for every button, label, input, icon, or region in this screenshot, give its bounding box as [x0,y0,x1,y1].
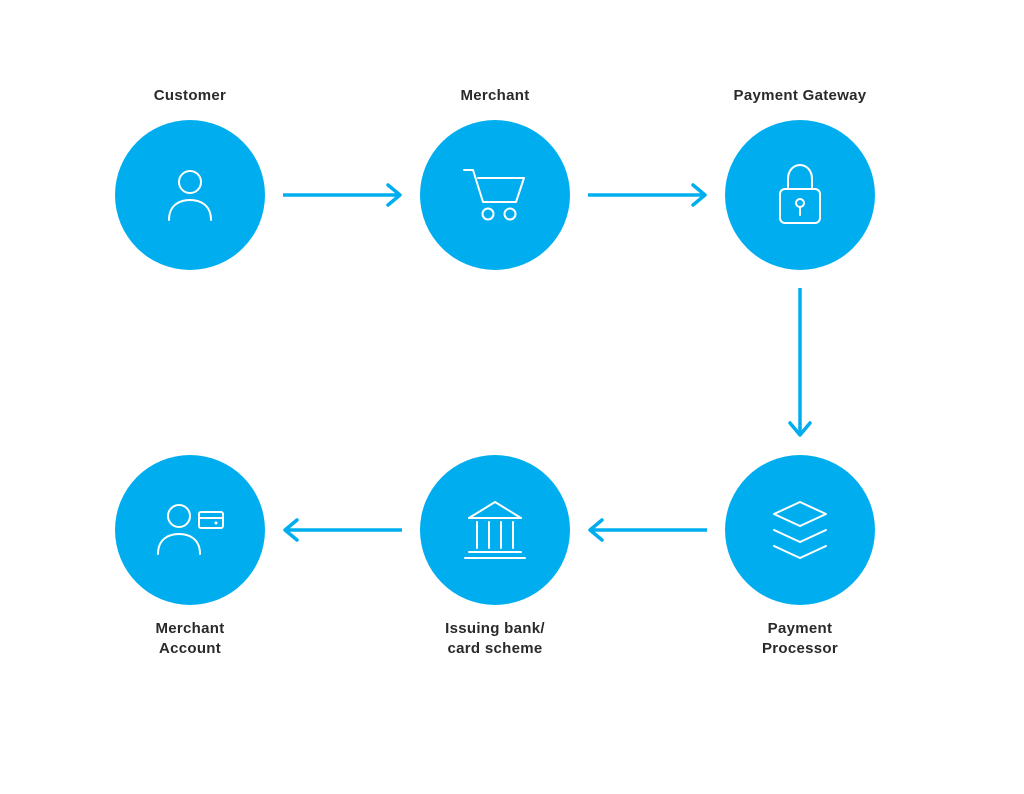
layers-icon [764,494,836,566]
arrow-customer-to-merchant [283,181,402,209]
node-label-gateway: Payment Gateway [734,86,867,106]
node-circle-account [115,455,265,605]
node-label-merchant: Merchant [460,86,529,106]
cart-icon [456,156,534,234]
node-account: Merchant Account [115,455,265,660]
node-circle-customer [115,120,265,270]
node-circle-bank [420,455,570,605]
arrow-gateway-to-processor [786,288,814,437]
node-gateway: Payment Gateway [725,86,875,270]
node-merchant: Merchant [420,86,570,270]
node-circle-gateway [725,120,875,270]
arrow-processor-to-bank [588,516,707,544]
bank-icon [459,494,531,566]
node-circle-processor [725,455,875,605]
person-icon [155,160,225,230]
arrow-merchant-to-gateway [588,181,707,209]
node-label-customer: Customer [154,86,226,106]
arrow-bank-to-account [283,516,402,544]
node-label-bank: Issuing bank/ card scheme [445,619,545,660]
node-label-processor: Payment Processor [762,619,838,660]
node-customer: Customer [115,86,265,270]
node-bank: Issuing bank/ card scheme [420,455,570,660]
node-processor: Payment Processor [725,455,875,660]
lock-icon [770,159,830,231]
node-label-account: Merchant Account [155,619,224,660]
node-circle-merchant [420,120,570,270]
person-card-icon [149,494,231,566]
